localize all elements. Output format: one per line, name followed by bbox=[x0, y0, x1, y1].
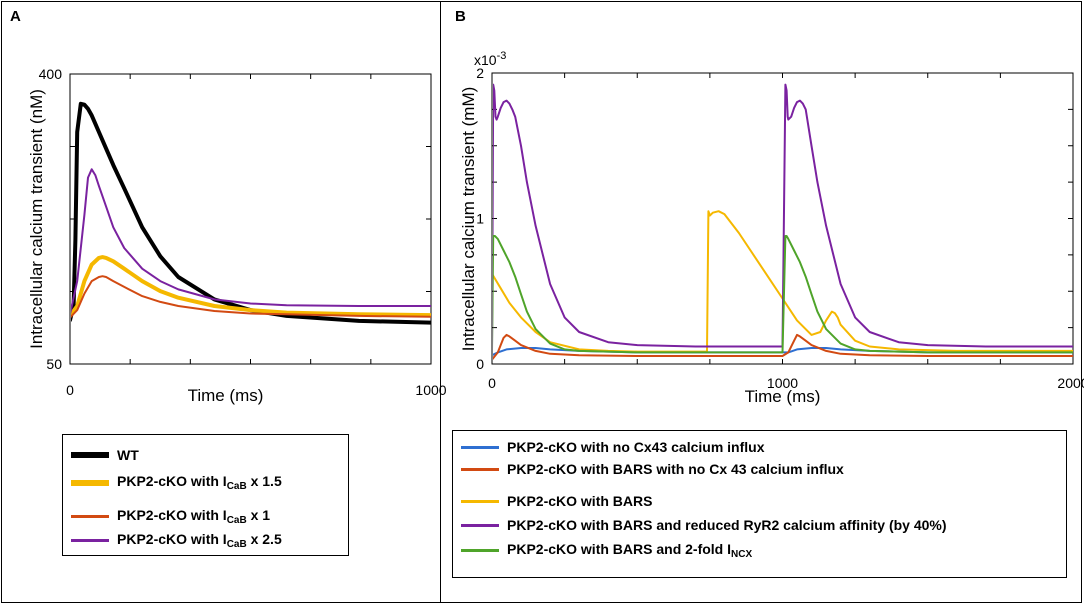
x-tick-label: 0 bbox=[488, 375, 496, 391]
legend-swatch bbox=[461, 467, 499, 471]
chart-a: 0 1000 50 400 Time (ms) Intracellular calcium… bbox=[27, 66, 447, 405]
x-tick-label: 1000 bbox=[415, 382, 446, 398]
y-tick-label: 400 bbox=[39, 66, 63, 82]
series-line-a-3 bbox=[71, 168, 431, 315]
series-line-a-0 bbox=[71, 101, 431, 325]
legend-swatch bbox=[461, 523, 499, 527]
legend-panel-a: WT PKP2-cKO with ICaB x 1.5 PKP2-cKO with … bbox=[62, 434, 349, 556]
y-axis-multiplier: x10-3 bbox=[474, 50, 506, 68]
y-axis-title: Intracellular calcium transient (nM) bbox=[27, 89, 46, 349]
x-tick-label: 1000 bbox=[767, 375, 798, 391]
legend-item: PKP2-cKO with no Cx43 calcium influx bbox=[461, 439, 765, 455]
series-line-b-4 bbox=[493, 235, 1073, 354]
legend-item: PKP2-cKO with ICaB x 2.5 bbox=[71, 531, 282, 550]
x-axis-title: Time (ms) bbox=[745, 387, 821, 406]
x-axis-title: Time (ms) bbox=[188, 386, 264, 405]
legend-swatch bbox=[71, 515, 109, 518]
legend-label: PKP2-cKO with ICaB x 2.5 bbox=[117, 531, 282, 550]
legend-item: PKP2-cKO with ICaB x 1.5 bbox=[71, 473, 282, 492]
legend-swatch bbox=[461, 549, 499, 552]
x-tick-label: 0 bbox=[66, 382, 74, 398]
y-tick-label: 1 bbox=[476, 211, 484, 227]
legend-item: PKP2-cKO with ICaB x 1 bbox=[71, 507, 270, 526]
series-line-b-2 bbox=[493, 210, 1073, 353]
legend-label: PKP2-cKO with BARS with no Cx 43 calcium… bbox=[507, 461, 844, 477]
legend-item: PKP2-cKO with BARS bbox=[461, 493, 652, 509]
legend-swatch bbox=[71, 452, 109, 458]
legend-item: PKP2-cKO with BARS and 2-fold INCX bbox=[461, 541, 752, 560]
y-tick-label: 50 bbox=[46, 356, 62, 372]
y-tick-label: 2 bbox=[476, 65, 484, 81]
legend-label: PKP2-cKO with ICaB x 1.5 bbox=[117, 473, 282, 492]
legend-label: PKP2-cKO with BARS and reduced RyR2 calc… bbox=[507, 517, 947, 533]
legend-swatch bbox=[461, 499, 499, 503]
series-line-b-1 bbox=[493, 333, 1073, 360]
y-axis-title: Intracellular calcium transient (mM) bbox=[459, 87, 478, 352]
y-tick-label: 0 bbox=[476, 356, 484, 372]
panel-a-label: A bbox=[10, 8, 21, 25]
legend-panel-b: PKP2-cKO with no Cx43 calcium influx PKP2… bbox=[452, 430, 1067, 578]
series-line-b-3 bbox=[493, 83, 1073, 348]
series-line-a-2 bbox=[71, 275, 431, 319]
legend-label: WT bbox=[117, 447, 139, 463]
legend-item: PKP2-cKO with BARS with no Cx 43 calcium… bbox=[461, 461, 844, 477]
series-line-a-1 bbox=[71, 255, 431, 318]
legend-item: WT bbox=[71, 447, 139, 463]
legend-swatch bbox=[71, 479, 109, 486]
legend-label: PKP2-cKO with no Cx43 calcium influx bbox=[507, 439, 765, 455]
legend-item: PKP2-cKO with BARS and reduced RyR2 calc… bbox=[461, 517, 947, 533]
legend-swatch bbox=[71, 539, 109, 542]
legend-label: PKP2-cKO with BARS and 2-fold INCX bbox=[507, 541, 753, 560]
legend-label: PKP2-cKO with ICaB x 1 bbox=[117, 507, 271, 526]
panel-b-label: B bbox=[455, 8, 466, 25]
legend-swatch bbox=[461, 445, 499, 449]
legend-label: PKP2-cKO with BARS bbox=[507, 493, 653, 509]
panel-b-frame bbox=[440, 1, 1082, 603]
